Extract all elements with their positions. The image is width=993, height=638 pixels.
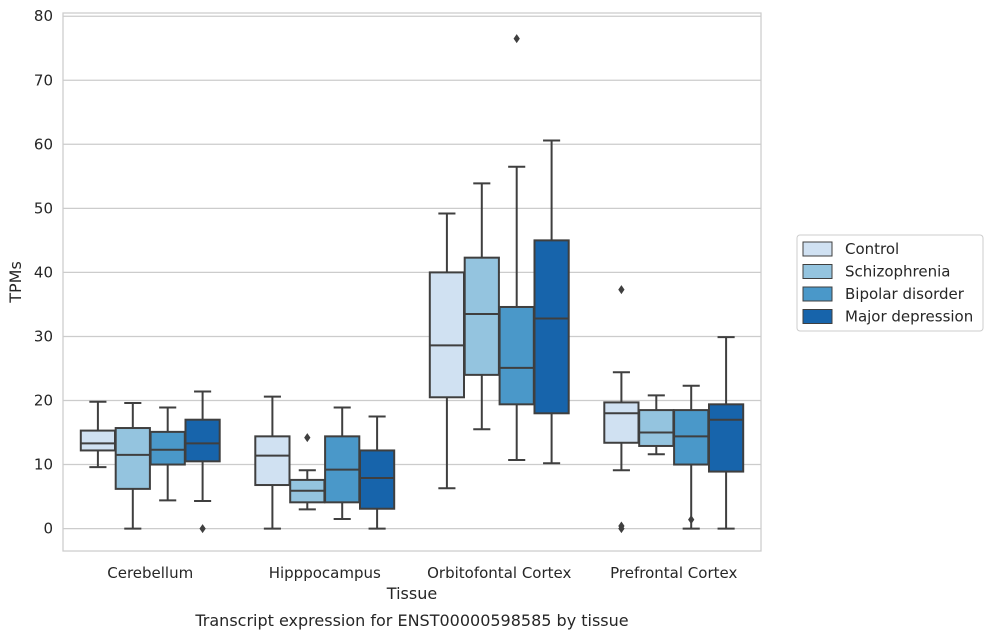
y-tick-label: 60 [34, 135, 53, 153]
legend-frame [796, 234, 984, 332]
outlier-marker [513, 34, 520, 44]
box-body [79, 429, 117, 452]
y-tick-label: 50 [34, 199, 53, 217]
y-tick-label: 40 [34, 263, 53, 281]
box-group [533, 139, 570, 465]
box-body [707, 403, 745, 473]
box-body [463, 256, 500, 376]
x-axis-label: Tissue [386, 584, 437, 603]
gridlines [63, 15, 761, 530]
box-body [254, 435, 291, 487]
y-tick-label: 20 [34, 391, 53, 409]
box-body [149, 430, 186, 466]
box-body [533, 239, 570, 415]
box-body [498, 305, 535, 406]
box-group [707, 336, 745, 530]
y-tick-label: 70 [34, 71, 53, 89]
x-tick-label: Prefrontal Cortex [610, 564, 737, 582]
box-group [254, 395, 291, 530]
legend-label: Bipolar disorder [845, 285, 965, 303]
outlier-marker [688, 515, 695, 525]
box-body [428, 271, 466, 399]
y-tick-label: 0 [43, 520, 53, 538]
box-body [184, 418, 221, 463]
y-tick-label: 30 [34, 327, 53, 345]
outlier-marker [304, 433, 311, 443]
boxes [79, 34, 745, 534]
legend-label: Control [845, 240, 899, 258]
box-body [358, 449, 396, 510]
box-group [428, 212, 466, 490]
outlier-marker [618, 524, 625, 534]
y-ticks: 0 10 20 30 40 50 60 70 80 [34, 7, 53, 537]
legend-swatch [802, 264, 833, 279]
plot-frame [62, 12, 762, 552]
box-body [638, 409, 675, 447]
box-group [184, 390, 221, 534]
x-tick-label: Orbitofontal Cortex [427, 564, 571, 582]
legend-swatch [802, 286, 833, 302]
box-group [358, 415, 396, 530]
legend-swatch [802, 241, 833, 257]
outlier-marker [618, 285, 625, 295]
y-axis-label: TPMs [6, 261, 25, 304]
box-group [324, 406, 361, 520]
box-group [603, 285, 640, 534]
legend-label: Schizophrenia [845, 263, 950, 281]
outlier-marker [199, 524, 206, 534]
legend-label: Major depression [845, 308, 973, 326]
x-tick-label: Cerebellum [107, 564, 193, 582]
box-group [463, 182, 500, 431]
box-body [114, 427, 151, 490]
y-tick-label: 80 [34, 7, 53, 25]
legend: Control Schizophrenia Bipolar disorder Majo… [796, 234, 984, 332]
x-ticks: Cerebellum Hipppocampus Orbitofontal Corte… [107, 564, 737, 582]
box-group [498, 34, 535, 462]
x-tick-label: Hipppocampus [269, 564, 381, 582]
box-group [114, 402, 151, 530]
chart-caption: Transcript expression for ENST0000059858… [194, 611, 628, 630]
box-group [289, 433, 326, 511]
y-tick-label: 10 [34, 456, 53, 474]
box-body [603, 401, 640, 444]
legend-swatch [802, 309, 833, 324]
box-group [673, 384, 710, 530]
